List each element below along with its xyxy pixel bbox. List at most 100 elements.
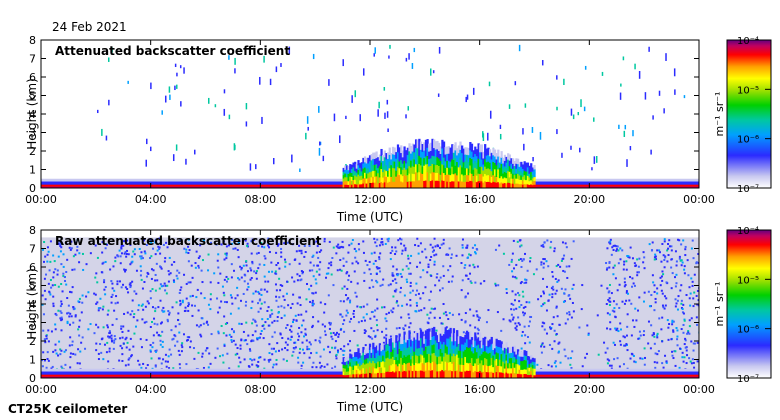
cloud-cell: [355, 373, 358, 378]
noise-pixel: [317, 320, 320, 323]
cloud-cell: [461, 336, 464, 345]
noise-pixel: [97, 309, 100, 312]
cloud-cell: [436, 172, 439, 181]
noise-pixel: [127, 291, 130, 294]
noise-pixel: [236, 294, 239, 297]
noise-pixel: [697, 304, 699, 307]
noise-pixel: [376, 238, 379, 241]
cloud-cell: [413, 151, 416, 160]
noise-pixel: [109, 331, 112, 334]
noise-pixel: [653, 258, 656, 261]
cloud-cell: [470, 337, 474, 345]
noise-pixel: [287, 304, 290, 307]
noise-pixel: [435, 276, 438, 279]
cloud-cell: [345, 374, 349, 378]
cloud-cell: [528, 169, 531, 174]
noise-pixel: [691, 280, 694, 283]
cloud-cell: [520, 183, 523, 188]
cloud-cell: [480, 341, 484, 349]
cloud-cell: [521, 184, 525, 188]
cloud-cell: [382, 171, 385, 178]
cloud-cell: [375, 175, 378, 183]
noise-pixel: [78, 297, 81, 300]
cloud-cell: [380, 367, 383, 374]
noise-pixel: [71, 340, 74, 343]
noise-pixel: [408, 272, 411, 275]
noise-pixel: [666, 260, 669, 263]
noise-pixel: [650, 324, 653, 327]
noise-pixel: [621, 300, 624, 303]
cloud-cell: [508, 352, 511, 359]
cloud-cell: [385, 158, 388, 166]
cloud-cell: [503, 357, 507, 364]
cloud-cell: [410, 173, 413, 182]
noise-pixel: [630, 352, 633, 355]
cloud-cell: [467, 174, 470, 182]
noise-pixel: [163, 260, 166, 263]
noise-pixel: [460, 318, 463, 321]
noise-pixel: [677, 295, 680, 298]
noise-pixel: [47, 359, 50, 362]
noise-pixel: [380, 237, 383, 240]
cloud-cell: [411, 150, 414, 159]
cloud-cell: [521, 360, 525, 366]
cloud-cell: [377, 366, 380, 373]
noise-pixel: [420, 309, 423, 312]
noise-pixel: [342, 322, 345, 325]
noise-pixel: [414, 310, 417, 313]
noise-pixel: [357, 243, 360, 246]
cloud-cell: [508, 176, 511, 184]
cloud-cell: [395, 370, 398, 378]
noise-pixel: [54, 343, 57, 346]
cloud-cell: [413, 364, 416, 372]
cloud-cell: [493, 365, 497, 373]
cloud-cell: [388, 147, 391, 155]
noise-pixel: [647, 290, 650, 293]
cloud-cell: [469, 338, 472, 348]
noise-pixel: [270, 347, 273, 350]
noise-pixel: [168, 348, 171, 351]
cloud-cell: [378, 182, 382, 188]
noise-pixel: [329, 322, 332, 325]
noise-pixel: [197, 264, 200, 267]
cloud-cell: [428, 336, 431, 346]
noise-pixel: [653, 361, 656, 364]
cloud-cell: [513, 361, 516, 368]
cloud-cell: [411, 158, 414, 167]
noise-pixel: [246, 242, 249, 245]
noise-streak: [105, 135, 108, 141]
noise-pixel: [580, 308, 583, 311]
cloud-cell: [447, 329, 451, 339]
noise-pixel: [472, 263, 475, 266]
cloud-cell: [393, 181, 396, 188]
noise-streak: [179, 65, 182, 69]
noise-pixel: [298, 244, 301, 247]
noise-pixel: [540, 351, 543, 354]
cloud-cell: [533, 374, 536, 378]
noise-pixel: [209, 241, 212, 244]
cloud-cell: [385, 170, 388, 177]
noise-pixel: [428, 299, 431, 302]
noise-pixel: [605, 268, 608, 271]
cloud-cell: [375, 372, 378, 378]
cloud-cell: [487, 154, 490, 162]
noise-pixel: [170, 353, 173, 356]
noise-pixel: [615, 245, 618, 248]
cloud-cell: [378, 165, 382, 172]
noise-streak: [648, 46, 650, 52]
noise-pixel: [161, 330, 164, 333]
cloud-cell: [467, 154, 470, 162]
noise-pixel: [428, 317, 431, 320]
noise-pixel: [557, 263, 560, 266]
noise-pixel: [391, 274, 394, 277]
cloud-cell: [525, 373, 528, 378]
cloud-cell: [464, 370, 467, 378]
cloud-cell: [482, 175, 485, 183]
cloud-cell: [395, 158, 398, 165]
noise-pixel: [518, 306, 521, 309]
noise-pixel: [696, 289, 699, 292]
cloud-cell: [359, 373, 362, 378]
noise-pixel: [638, 330, 641, 333]
cloud-cell: [469, 370, 472, 378]
noise-pixel: [376, 324, 379, 327]
